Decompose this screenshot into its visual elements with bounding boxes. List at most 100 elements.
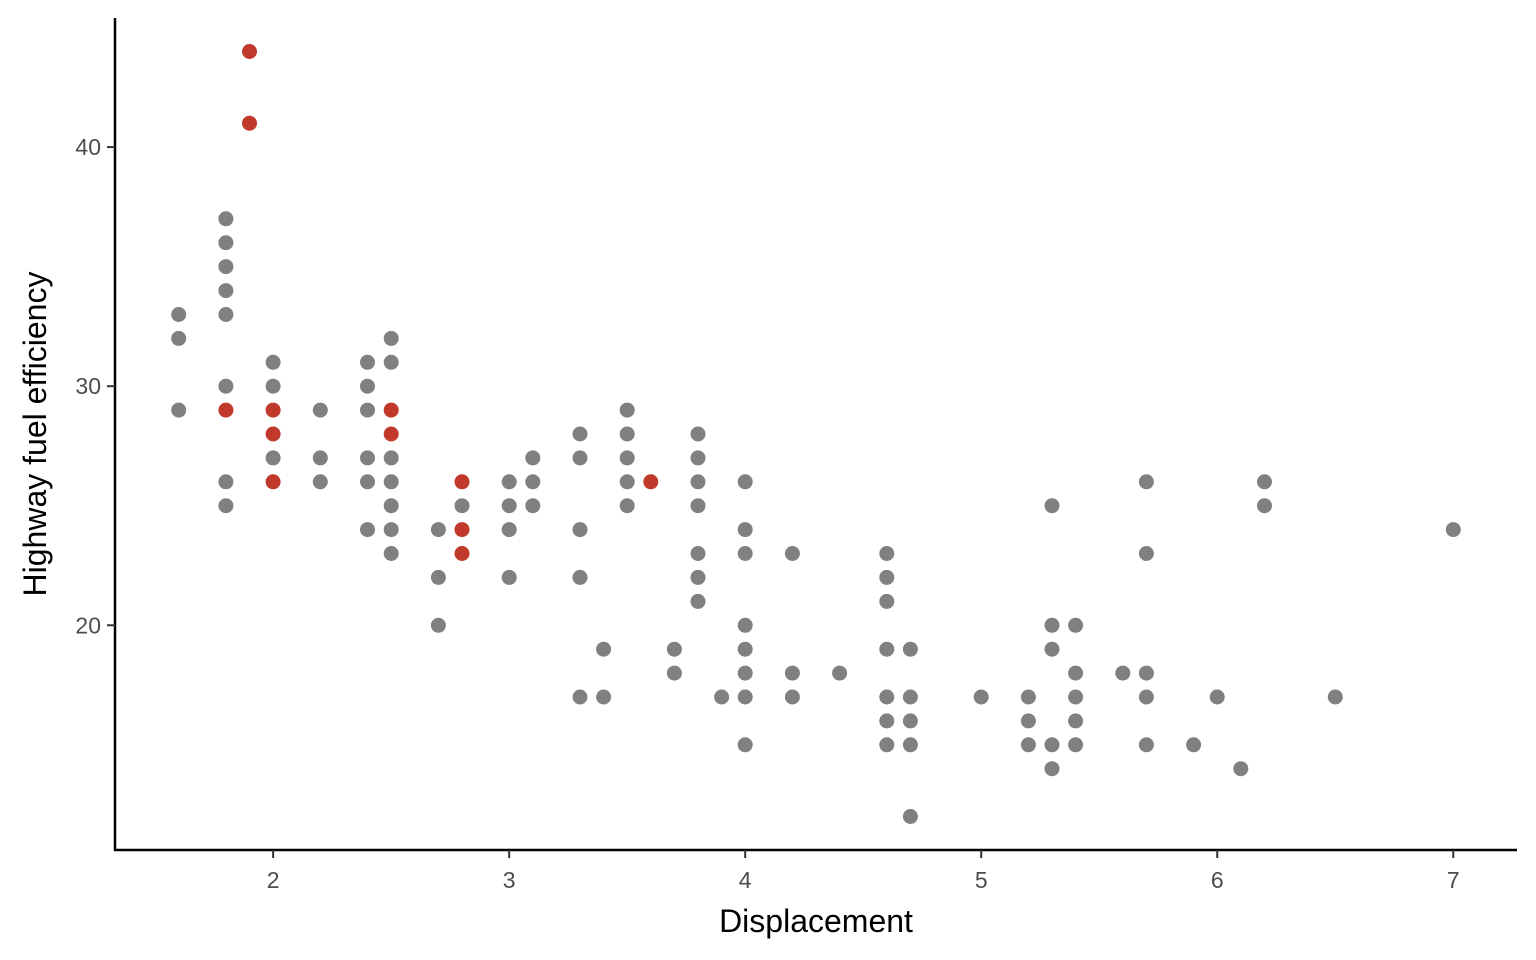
point-34 xyxy=(501,474,517,490)
point-53 xyxy=(666,641,682,657)
point-109 xyxy=(1233,761,1249,777)
points-layer xyxy=(171,44,1461,824)
highlight-point-9 xyxy=(454,522,470,538)
point-33 xyxy=(454,498,470,514)
point-110 xyxy=(1257,474,1272,490)
point-90 xyxy=(1020,737,1036,753)
point-64 xyxy=(737,522,753,538)
point-15 xyxy=(312,450,328,466)
point-95 xyxy=(1044,761,1060,777)
point-10 xyxy=(218,498,234,514)
point-106 xyxy=(1138,737,1154,753)
highlight-point-4 xyxy=(265,426,281,442)
point-39 xyxy=(525,474,541,490)
point-25 xyxy=(383,450,399,466)
point-52 xyxy=(619,498,635,514)
point-57 xyxy=(690,474,706,490)
highlight-point-10 xyxy=(454,546,470,561)
x-tick-label-5: 5 xyxy=(975,867,988,893)
point-58 xyxy=(690,498,706,514)
point-84 xyxy=(902,713,918,729)
highlight-point-11 xyxy=(643,474,659,490)
point-36 xyxy=(501,522,517,538)
point-91 xyxy=(1044,498,1060,514)
x-tick-label-2: 2 xyxy=(267,867,280,893)
point-100 xyxy=(1068,737,1084,753)
point-96 xyxy=(1068,617,1084,633)
point-0 xyxy=(171,307,187,322)
point-23 xyxy=(383,330,399,346)
point-21 xyxy=(360,474,375,490)
x-axis-ticks: 2 3 4 5 6 7 xyxy=(267,850,1460,893)
point-18 xyxy=(360,378,375,394)
highlight-point-0 xyxy=(242,44,257,59)
point-28 xyxy=(383,522,399,538)
highlight-point-8 xyxy=(454,474,470,490)
highlight-point-2 xyxy=(218,402,234,418)
point-61 xyxy=(690,593,706,609)
x-tick-label-4: 4 xyxy=(739,867,752,893)
point-22 xyxy=(360,522,375,538)
point-8 xyxy=(218,378,234,394)
point-12 xyxy=(265,378,281,394)
highlight-point-6 xyxy=(383,402,399,418)
point-81 xyxy=(879,737,895,753)
point-89 xyxy=(1020,713,1036,729)
point-83 xyxy=(902,689,918,705)
point-41 xyxy=(572,426,588,442)
point-66 xyxy=(737,617,753,633)
point-24 xyxy=(383,354,399,370)
y-axis-ticks: 20 30 40 xyxy=(75,134,115,638)
point-107 xyxy=(1186,737,1202,753)
point-76 xyxy=(879,569,895,585)
point-75 xyxy=(879,546,895,561)
point-56 xyxy=(690,450,706,466)
point-1 xyxy=(171,330,187,346)
point-17 xyxy=(360,354,375,370)
point-6 xyxy=(218,283,234,299)
point-70 xyxy=(737,737,753,753)
point-30 xyxy=(430,522,446,538)
point-38 xyxy=(525,450,541,466)
y-tick-label-20: 20 xyxy=(75,612,101,638)
point-65 xyxy=(737,546,753,561)
point-77 xyxy=(879,593,895,609)
point-27 xyxy=(383,498,399,514)
point-93 xyxy=(1044,641,1060,657)
point-54 xyxy=(666,665,682,681)
x-tick-label-3: 3 xyxy=(503,867,516,893)
point-94 xyxy=(1044,737,1060,753)
point-99 xyxy=(1068,713,1084,729)
highlight-point-5 xyxy=(265,474,281,490)
point-72 xyxy=(784,665,800,681)
point-88 xyxy=(1020,689,1036,705)
point-103 xyxy=(1138,546,1154,561)
point-111 xyxy=(1257,498,1272,514)
point-14 xyxy=(312,402,328,418)
point-85 xyxy=(902,737,918,753)
x-tick-label-6: 6 xyxy=(1211,867,1224,893)
point-40 xyxy=(525,498,541,514)
highlight-point-7 xyxy=(383,426,399,442)
point-5 xyxy=(218,259,234,275)
y-tick-label-30: 30 xyxy=(75,373,101,399)
point-102 xyxy=(1138,474,1154,490)
x-tick-label-7: 7 xyxy=(1447,867,1460,893)
highlight-point-1 xyxy=(242,115,257,131)
point-74 xyxy=(832,665,848,681)
point-46 xyxy=(596,641,612,657)
point-13 xyxy=(265,450,281,466)
point-37 xyxy=(501,569,517,585)
point-86 xyxy=(902,809,918,824)
point-50 xyxy=(619,450,635,466)
point-80 xyxy=(879,713,895,729)
point-68 xyxy=(737,665,753,681)
point-16 xyxy=(312,474,328,490)
point-49 xyxy=(619,426,635,442)
point-55 xyxy=(690,426,706,442)
point-62 xyxy=(714,689,730,705)
y-tick-label-40: 40 xyxy=(75,134,101,160)
point-78 xyxy=(879,641,895,657)
point-26 xyxy=(383,474,399,490)
